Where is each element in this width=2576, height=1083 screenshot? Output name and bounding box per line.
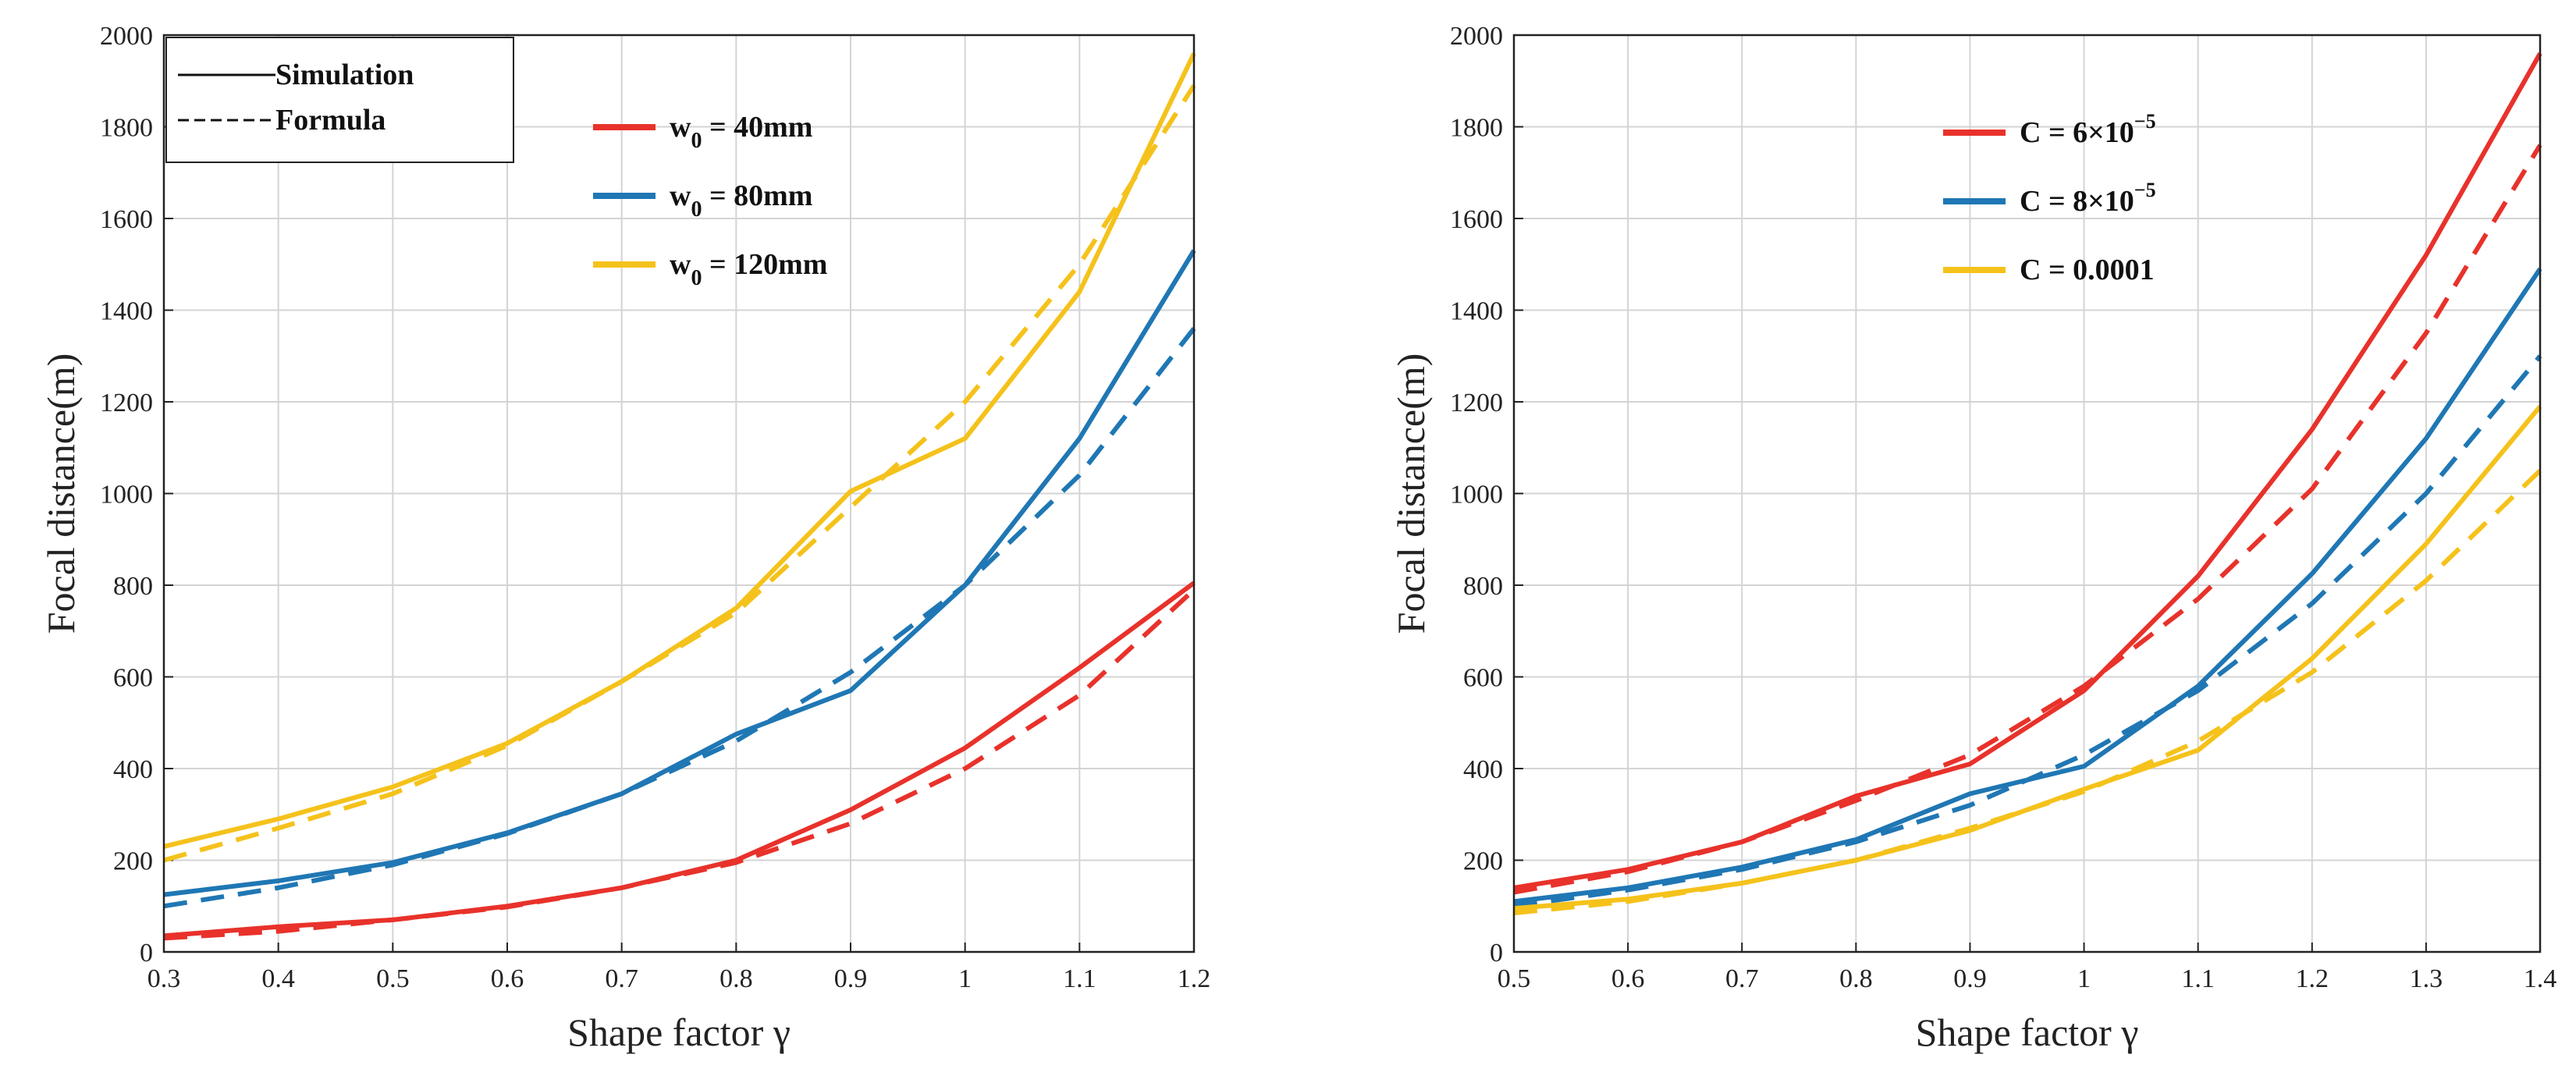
legend-label: C = 8×10−5 <box>2020 179 2156 218</box>
y-tick-label: 400 <box>1463 755 1503 784</box>
series-line-2 <box>1513 144 2542 895</box>
x-tick-label: 0.8 <box>720 964 753 993</box>
y-tick-label: 200 <box>113 847 153 876</box>
x-tick-label: 1.1 <box>2181 964 2215 993</box>
y-tick-label: 600 <box>1463 664 1503 693</box>
chart-panel-2: 0.5 0.6 0.7 0.8 0.9 1 1.1 1.2 1.3 1.4 0 200 400 600 80… <box>1389 22 2556 1054</box>
x-tick-label: 1.3 <box>2410 964 2443 993</box>
y-tick-label: 400 <box>113 755 153 784</box>
legend-label: Simulation <box>275 59 414 91</box>
y-axis-title: Focal distance(m) <box>1389 353 1433 634</box>
y-tick-label: 800 <box>1463 572 1503 601</box>
x-axis-title: Shape factor γ <box>567 1010 791 1054</box>
x-tick-label: 0.7 <box>1725 964 1759 993</box>
x-tick-label: 0.8 <box>1839 964 1873 993</box>
y-tick-label: 1600 <box>100 205 153 234</box>
line-style-legend: Simulation Formula <box>165 37 514 163</box>
x-tick-label: 1.1 <box>1063 964 1096 993</box>
series-color-legend: C = 6×10−5 C = 8×10−5 C = 0.0001 <box>1943 110 2156 286</box>
legend-label: C = 0.0001 <box>2020 254 2155 286</box>
x-tick-label: 1.4 <box>2524 964 2557 993</box>
x-tick-label: 0.4 <box>261 964 295 993</box>
x-tick-label: 1.2 <box>1178 964 1211 993</box>
y-tick-label: 1200 <box>100 389 153 417</box>
x-tick-label: 0.9 <box>1953 964 1987 993</box>
y-tick-label: 1400 <box>100 297 153 326</box>
series-line-3 <box>163 249 1196 897</box>
series-line-5 <box>163 52 1196 849</box>
x-tick-label: 0.5 <box>376 964 410 993</box>
legend-label: C = 6×10−5 <box>2020 110 2156 149</box>
x-axis-title: Shape factor γ <box>1916 1010 2139 1054</box>
legend-label: w0 = 40mm <box>670 111 812 153</box>
y-tick-label: 2000 <box>1450 22 1503 51</box>
series-line-6 <box>1513 468 2542 916</box>
legend-label: w0 = 120mm <box>670 248 827 290</box>
legend-label: w0 = 80mm <box>670 179 812 222</box>
y-tick-label: 1000 <box>1450 481 1503 510</box>
series-line-2 <box>163 588 1196 941</box>
series-line-4 <box>1513 354 2542 909</box>
x-tick-label: 1 <box>2077 964 2091 993</box>
x-tick-label: 0.6 <box>491 964 524 993</box>
x-tick-label: 0.9 <box>834 964 868 993</box>
y-tick-label: 0 <box>140 939 153 968</box>
x-tick-label: 0.6 <box>1611 964 1645 993</box>
y-tick-label: 0 <box>1490 939 1503 968</box>
y-tick-label: 1400 <box>1450 297 1503 326</box>
legend-label: Formula <box>275 104 386 137</box>
y-tick-label: 200 <box>1463 847 1503 876</box>
series-line-1 <box>1513 52 2542 890</box>
series-line-4 <box>163 327 1196 909</box>
x-tick-label: 1 <box>958 964 972 993</box>
y-tick-label: 1800 <box>100 114 153 143</box>
y-tick-label: 600 <box>113 664 153 693</box>
x-tick-label: 0.7 <box>605 964 638 993</box>
x-tick-label: 1.2 <box>2296 964 2329 993</box>
y-tick-label: 1800 <box>1450 114 1503 143</box>
y-tick-label: 800 <box>113 572 153 601</box>
legend-box <box>165 37 514 163</box>
series-line-6 <box>163 83 1196 863</box>
x-tick-label: 0.5 <box>1498 964 1531 993</box>
y-tick-label: 2000 <box>100 22 153 51</box>
y-tick-label: 1600 <box>1450 205 1503 234</box>
chart-panel-1: 0.3 0.4 0.5 0.6 0.7 0.8 0.9 1 1.1 1.2 0 200 400 600 80… <box>39 22 1210 1054</box>
x-tick-label: 0.3 <box>147 964 181 993</box>
axes-frame <box>1512 34 2542 953</box>
y-axis-title: Focal distance(m) <box>39 353 83 634</box>
series-color-legend: w0 = 40mm w0 = 80mm w0 = 120mm <box>593 111 827 290</box>
y-tick-label: 1200 <box>1450 389 1503 417</box>
y-tick-label: 1000 <box>100 481 153 510</box>
axes-frame <box>162 34 1196 953</box>
